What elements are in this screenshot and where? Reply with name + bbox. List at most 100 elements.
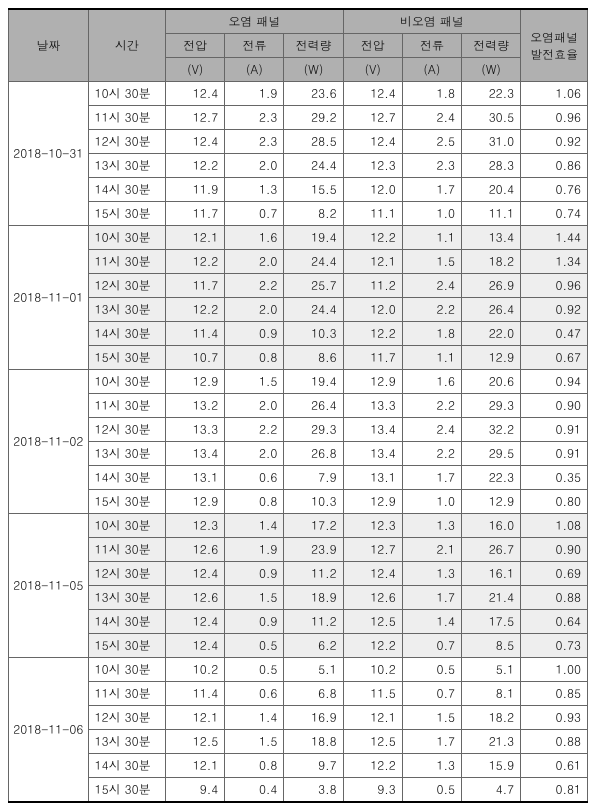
value-cell: 7.9 [284,466,343,490]
col-pow2-unit: (W) [461,58,520,82]
value-cell: 22.3 [461,82,520,106]
value-cell: 12.9 [166,370,225,394]
value-cell: 11.7 [166,274,225,298]
value-cell: 10.3 [284,490,343,514]
value-cell: 1.08 [521,514,588,538]
value-cell: 29.5 [461,442,520,466]
table-row: 14시 30분13.10.67.913.11.722.30.35 [9,466,588,490]
value-cell: 12.0 [343,178,402,202]
value-cell: 2.4 [402,274,461,298]
value-cell: 12.4 [166,82,225,106]
value-cell: 1.00 [521,658,588,682]
value-cell: 2.4 [402,106,461,130]
value-cell: 12.9 [343,370,402,394]
value-cell: 12.2 [166,250,225,274]
time-cell: 10시 30분 [88,658,165,682]
value-cell: 20.6 [461,370,520,394]
value-cell: 1.4 [402,610,461,634]
value-cell: 21.4 [461,586,520,610]
value-cell: 0.8 [225,490,284,514]
value-cell: 1.7 [402,586,461,610]
time-cell: 10시 30분 [88,514,165,538]
value-cell: 12.9 [343,490,402,514]
value-cell: 28.5 [284,130,343,154]
value-cell: 12.2 [343,322,402,346]
value-cell: 29.2 [284,106,343,130]
value-cell: 12.2 [343,226,402,250]
value-cell: 11.9 [166,178,225,202]
value-cell: 0.93 [521,706,588,730]
value-cell: 3.8 [284,778,343,803]
value-cell: 1.3 [225,178,284,202]
value-cell: 13.1 [343,466,402,490]
value-cell: 16.1 [461,562,520,586]
value-cell: 2.3 [225,106,284,130]
value-cell: 0.7 [402,634,461,658]
value-cell: 17.2 [284,514,343,538]
time-cell: 14시 30분 [88,322,165,346]
col-curr1-label: 전류 [225,34,284,58]
col-time-header: 시간 [88,9,165,82]
value-cell: 1.6 [225,226,284,250]
value-cell: 11.4 [166,682,225,706]
value-cell: 16.9 [284,706,343,730]
table-row: 2018-11-0510시 30분12.31.417.212.31.316.01… [9,514,588,538]
value-cell: 1.9 [225,538,284,562]
table-row: 14시 30분11.40.910.312.21.822.00.47 [9,322,588,346]
table-row: 2018-10-3110시 30분12.41.923.612.41.822.31… [9,82,588,106]
value-cell: 2.2 [225,274,284,298]
value-cell: 13.3 [166,418,225,442]
value-cell: 0.5 [225,658,284,682]
value-cell: 8.5 [461,634,520,658]
col-curr2-label: 전류 [402,34,461,58]
table-row: 12시 30분13.32.229.313.42.432.20.91 [9,418,588,442]
time-cell: 11시 30분 [88,394,165,418]
value-cell: 12.3 [343,154,402,178]
value-cell: 6.8 [284,682,343,706]
value-cell: 15.9 [461,754,520,778]
value-cell: 24.4 [284,250,343,274]
value-cell: 12.2 [343,634,402,658]
value-cell: 29.3 [461,394,520,418]
table-row: 14시 30분12.40.911.212.51.417.50.64 [9,610,588,634]
value-cell: 12.6 [343,586,402,610]
table-row: 11시 30분12.72.329.212.72.430.50.96 [9,106,588,130]
time-cell: 13시 30분 [88,730,165,754]
value-cell: 2.1 [402,538,461,562]
col-volt1-label: 전압 [166,34,225,58]
table-row: 15시 30분12.40.56.212.20.78.50.73 [9,634,588,658]
value-cell: 21.3 [461,730,520,754]
value-cell: 0.6 [225,466,284,490]
value-cell: 0.90 [521,394,588,418]
table-row: 13시 30분12.22.024.412.32.328.30.86 [9,154,588,178]
value-cell: 0.90 [521,538,588,562]
col-eff-header: 오염패널 발전효율 [521,9,588,82]
value-cell: 2.0 [225,394,284,418]
value-cell: 9.4 [166,778,225,803]
table-row: 2018-11-0110시 30분12.11.619.412.21.113.41… [9,226,588,250]
col-group1-header: 오염 패널 [166,9,344,34]
value-cell: 9.7 [284,754,343,778]
value-cell: 13.1 [166,466,225,490]
date-cell: 2018-11-06 [9,658,89,803]
value-cell: 23.9 [284,538,343,562]
value-cell: 22.0 [461,322,520,346]
value-cell: 0.35 [521,466,588,490]
value-cell: 2.2 [402,442,461,466]
value-cell: 11.2 [343,274,402,298]
col-pow2-label: 전력량 [461,34,520,58]
value-cell: 12.4 [166,562,225,586]
col-date-header: 날짜 [9,9,89,82]
value-cell: 20.4 [461,178,520,202]
value-cell: 1.9 [225,82,284,106]
col-volt1-unit: (V) [166,58,225,82]
time-cell: 11시 30분 [88,106,165,130]
value-cell: 5.1 [461,658,520,682]
value-cell: 12.1 [343,706,402,730]
col-group2-header: 비오염 패널 [343,9,521,34]
value-cell: 12.7 [343,538,402,562]
value-cell: 12.3 [343,514,402,538]
value-cell: 12.1 [343,250,402,274]
value-cell: 24.4 [284,298,343,322]
table-row: 11시 30분12.61.923.912.72.126.70.90 [9,538,588,562]
